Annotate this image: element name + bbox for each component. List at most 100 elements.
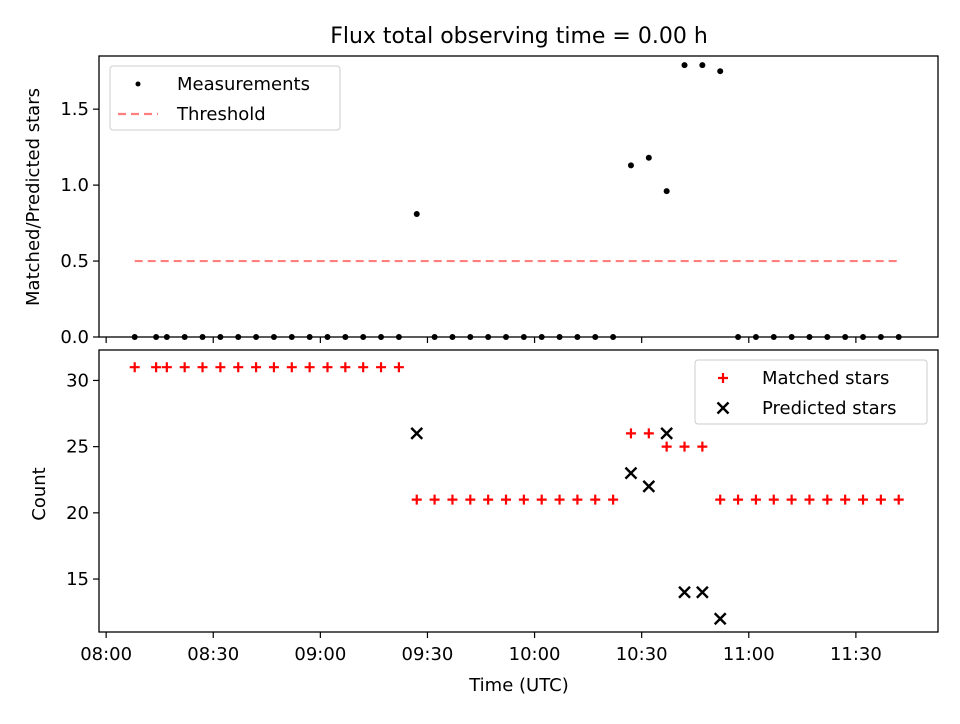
top-y-tick-label: 1.0 bbox=[60, 175, 89, 196]
matched-stars-point bbox=[393, 362, 404, 373]
matched-stars-point bbox=[179, 362, 190, 373]
measurement-point bbox=[610, 334, 617, 340]
legend-label: Threshold bbox=[176, 104, 266, 125]
matched-stars-point bbox=[715, 494, 726, 505]
measurement-point bbox=[895, 334, 902, 340]
measurement-point bbox=[131, 334, 138, 340]
measurement-point bbox=[699, 62, 706, 69]
matched-stars-point bbox=[340, 362, 351, 373]
measurement-point bbox=[627, 162, 634, 169]
matched-stars-point bbox=[304, 362, 315, 373]
predicted-stars-point bbox=[410, 427, 424, 440]
legend-label: Matched stars bbox=[762, 368, 889, 389]
matched-stars-point bbox=[786, 494, 797, 505]
measurement-point bbox=[842, 334, 849, 340]
x-tick-label: 11:00 bbox=[723, 644, 775, 665]
measurement-point bbox=[538, 334, 545, 340]
predicted-stars-point bbox=[713, 612, 727, 626]
x-axis-label: Time (UTC) bbox=[468, 675, 569, 696]
measurement-point bbox=[877, 334, 884, 340]
predicted-stars-point bbox=[642, 480, 656, 493]
measurement-point bbox=[217, 334, 224, 340]
matched-stars-point bbox=[465, 494, 476, 505]
x-tick-label: 09:30 bbox=[402, 644, 454, 665]
matched-stars-point bbox=[768, 494, 779, 505]
measurement-point bbox=[235, 334, 242, 340]
measurement-point bbox=[360, 334, 367, 340]
x-tick-label: 10:30 bbox=[616, 644, 668, 665]
legend-label: Measurements bbox=[177, 74, 310, 95]
measurement-point bbox=[788, 334, 795, 340]
matched-stars-point bbox=[554, 494, 565, 505]
matched-stars-point bbox=[572, 494, 583, 505]
measurement-point bbox=[431, 334, 438, 340]
matched-stars-point bbox=[286, 362, 297, 373]
matched-stars-point bbox=[661, 441, 672, 452]
bottom-axes-frame bbox=[98, 349, 939, 633]
legend-predicted-marker bbox=[716, 401, 730, 415]
matched-stars-point bbox=[161, 362, 172, 373]
measurement-point bbox=[395, 334, 402, 340]
bottom-legend: Matched stars Predicted stars bbox=[694, 359, 928, 425]
top-panel: 0.0 0.5 1.0 1.5 Measurements Threshold bbox=[60, 55, 939, 348]
measurement-point bbox=[592, 334, 599, 340]
x-tick-label: 09:00 bbox=[294, 644, 346, 665]
matched-stars-point bbox=[376, 362, 387, 373]
measurement-point bbox=[681, 62, 688, 69]
top-axes-frame bbox=[98, 55, 939, 338]
measurement-point bbox=[520, 334, 527, 340]
matched-stars-point bbox=[822, 494, 833, 505]
matched-stars-point bbox=[750, 494, 761, 505]
matched-stars-point bbox=[608, 494, 619, 505]
measurement-point bbox=[199, 334, 206, 340]
measurement-point bbox=[717, 68, 724, 75]
legend-matched-marker bbox=[718, 373, 728, 383]
measurement-point bbox=[163, 334, 170, 340]
measurement-point bbox=[663, 188, 670, 195]
measurement-point bbox=[735, 334, 742, 340]
predicted-stars-point bbox=[696, 585, 709, 599]
matched-stars-point bbox=[411, 494, 422, 505]
matched-stars-point bbox=[697, 441, 708, 452]
top-legend-box bbox=[109, 65, 341, 131]
predicted-stars-point bbox=[660, 427, 674, 440]
top-y-tick-label: 0.0 bbox=[60, 327, 89, 348]
matched-stars-point bbox=[447, 494, 458, 505]
matched-stars-point bbox=[643, 428, 654, 439]
measurement-point bbox=[860, 334, 867, 340]
chart-title: Flux total observing time = 0.00 h bbox=[330, 24, 708, 49]
measurement-point bbox=[413, 210, 420, 217]
bottom-y-tick-label: 20 bbox=[66, 503, 89, 524]
measurement-point bbox=[181, 334, 188, 340]
matched-stars-point bbox=[268, 362, 279, 373]
measurement-point bbox=[449, 334, 456, 340]
predicted-stars-point bbox=[624, 466, 638, 480]
matched-stars-point bbox=[893, 494, 904, 505]
matched-stars-point bbox=[358, 362, 369, 373]
x-tick-label: 10:00 bbox=[509, 644, 561, 665]
x-tick-label: 11:30 bbox=[830, 644, 882, 665]
matched-stars-point bbox=[197, 362, 208, 373]
matched-stars-point bbox=[129, 362, 140, 373]
matched-stars-point bbox=[679, 441, 690, 452]
bottom-y-tick-label: 30 bbox=[66, 370, 89, 391]
measurement-point bbox=[752, 334, 759, 340]
matched-stars-point bbox=[429, 494, 440, 505]
predicted-stars-point bbox=[678, 585, 691, 599]
measurement-point bbox=[485, 334, 492, 340]
matched-stars-point bbox=[151, 362, 162, 373]
matched-stars-point bbox=[322, 362, 333, 373]
measurement-point bbox=[153, 334, 160, 340]
matched-stars-point bbox=[536, 494, 547, 505]
bottom-panel: 15 20 25 30 08:00 08:30 09:00 09:30 10:00 10:30 11… bbox=[66, 349, 939, 665]
measurement-point bbox=[645, 154, 652, 161]
measurement-point bbox=[824, 334, 831, 340]
measurement-point bbox=[342, 334, 349, 340]
measurement-point bbox=[806, 334, 813, 340]
measurement-point bbox=[770, 334, 777, 340]
matched-stars-point bbox=[483, 494, 494, 505]
x-tick-label: 08:00 bbox=[80, 644, 132, 665]
bottom-y-axis-label: Count bbox=[29, 467, 50, 520]
measurement-point bbox=[306, 334, 313, 340]
